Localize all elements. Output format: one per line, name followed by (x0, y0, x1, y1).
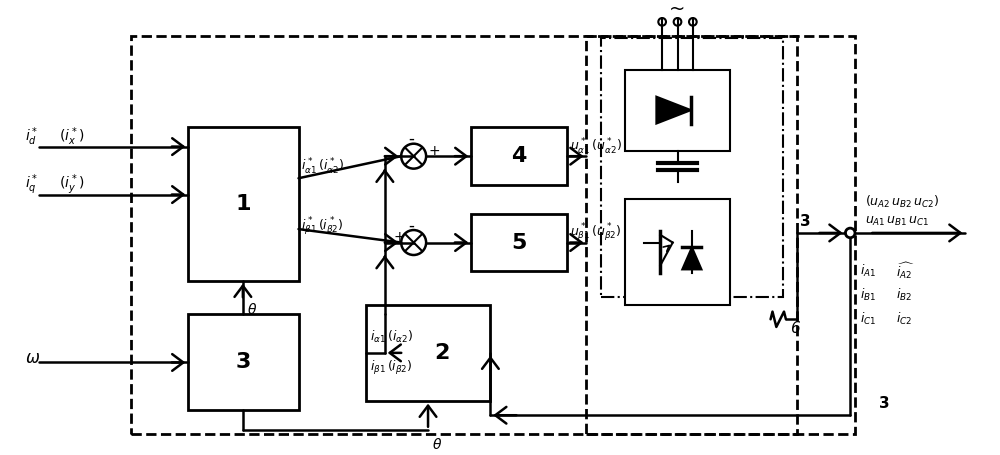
Text: 3: 3 (236, 353, 251, 373)
Text: $i_{\alpha 1}\,(i_{\alpha 2})$: $i_{\alpha 1}\,(i_{\alpha 2})$ (370, 329, 413, 344)
Polygon shape (682, 248, 701, 269)
Text: $\theta$: $\theta$ (432, 436, 442, 451)
Bar (601, 38, 783, 297)
Text: 3: 3 (879, 396, 890, 411)
Bar (625, 199, 730, 305)
Text: $(u_{A2}\,u_{B2}\,u_{C2})$: $(u_{A2}\,u_{B2}\,u_{C2})$ (865, 194, 939, 210)
Polygon shape (656, 96, 691, 124)
Text: $(i_x^*)$: $(i_x^*)$ (59, 126, 84, 148)
Text: $i_{C1}$: $i_{C1}$ (860, 311, 876, 327)
Text: $i_d^*$: $i_d^*$ (25, 126, 38, 148)
Text: $i_{\beta 1}\,(i_{\beta 2})$: $i_{\beta 1}\,(i_{\beta 2})$ (370, 359, 412, 377)
Bar (188, 314, 299, 410)
Text: $i_q^*$: $i_q^*$ (25, 173, 38, 197)
Text: $\theta$: $\theta$ (247, 302, 257, 317)
Text: 6: 6 (790, 321, 800, 336)
Text: $\omega$: $\omega$ (25, 349, 40, 367)
Text: 3: 3 (800, 214, 811, 229)
Text: $i_{B1}$: $i_{B1}$ (860, 287, 876, 303)
Bar (625, 70, 730, 152)
Text: 5: 5 (512, 233, 527, 253)
Text: 4: 4 (512, 146, 527, 166)
Text: $u_{\beta 1}^*\,(u_{\beta 2}^*)$: $u_{\beta 1}^*\,(u_{\beta 2}^*)$ (570, 222, 622, 244)
Bar (131, 36, 855, 435)
Text: 1: 1 (236, 194, 251, 214)
Text: $i_{\beta 1}^*\,(i_{\beta 2}^*)$: $i_{\beta 1}^*\,(i_{\beta 2}^*)$ (301, 216, 344, 238)
Text: -: - (408, 130, 414, 148)
Text: $u_{\alpha 1}^*\,(u_{\alpha 2}^*)$: $u_{\alpha 1}^*\,(u_{\alpha 2}^*)$ (570, 136, 622, 157)
Bar (366, 305, 490, 401)
Bar (471, 214, 567, 271)
Text: $\widehat{i_{A2}}$: $\widehat{i_{A2}}$ (896, 261, 915, 281)
Text: $i_{A1}$: $i_{A1}$ (860, 263, 876, 279)
Text: +: + (428, 144, 440, 158)
Bar (188, 127, 299, 281)
Bar (471, 127, 567, 185)
Text: +: + (393, 230, 405, 244)
Text: $i_{B2}$: $i_{B2}$ (896, 287, 912, 303)
Text: $u_{A1}\,u_{B1}\,u_{C1}$: $u_{A1}\,u_{B1}\,u_{C1}$ (865, 215, 929, 228)
Text: $(i_y^*)$: $(i_y^*)$ (59, 173, 84, 197)
Text: -: - (408, 216, 414, 234)
Bar (586, 36, 797, 435)
Text: $i_{\alpha 1}^*\,(i_{\alpha 2}^*)$: $i_{\alpha 1}^*\,(i_{\alpha 2}^*)$ (301, 157, 344, 177)
Text: ~: ~ (669, 0, 686, 19)
Text: $i_{C2}$: $i_{C2}$ (896, 311, 912, 327)
Text: 2: 2 (435, 343, 450, 363)
